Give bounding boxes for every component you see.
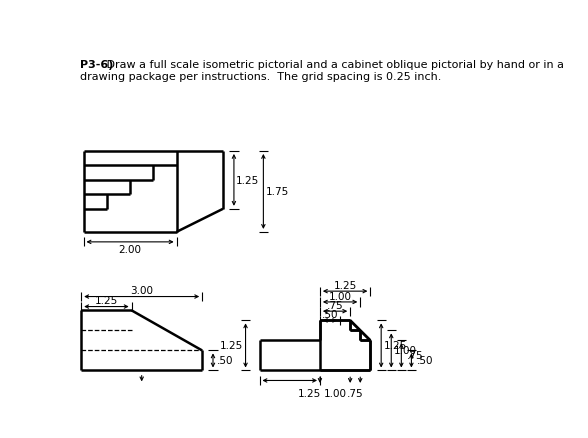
Text: 1.25: 1.25 xyxy=(383,341,407,351)
Text: .75: .75 xyxy=(347,388,363,398)
Text: 1.00: 1.00 xyxy=(394,346,417,356)
Text: .75: .75 xyxy=(327,300,343,310)
Text: 1.25: 1.25 xyxy=(333,280,357,290)
Text: P3-6): P3-6) xyxy=(80,60,113,70)
Text: 2.00: 2.00 xyxy=(119,244,142,254)
Text: 1.25: 1.25 xyxy=(236,176,259,185)
Text: 1.25: 1.25 xyxy=(298,388,322,398)
Text: 3.00: 3.00 xyxy=(130,285,153,295)
Text: drawing package per instructions.  The grid spacing is 0.25 inch.: drawing package per instructions. The gr… xyxy=(80,72,441,82)
Text: .50: .50 xyxy=(322,310,338,319)
Text: 1.75: 1.75 xyxy=(266,187,289,197)
Text: 1.00: 1.00 xyxy=(323,388,346,398)
Text: .75: .75 xyxy=(407,351,423,360)
Text: 1.00: 1.00 xyxy=(329,291,352,301)
Text: Draw a full scale isometric pictorial and a cabinet oblique pictorial by hand or: Draw a full scale isometric pictorial an… xyxy=(103,60,564,70)
Text: 1.25: 1.25 xyxy=(220,341,243,351)
Text: 1.25: 1.25 xyxy=(95,295,118,305)
Text: .50: .50 xyxy=(216,356,233,366)
Text: .50: .50 xyxy=(417,356,433,366)
